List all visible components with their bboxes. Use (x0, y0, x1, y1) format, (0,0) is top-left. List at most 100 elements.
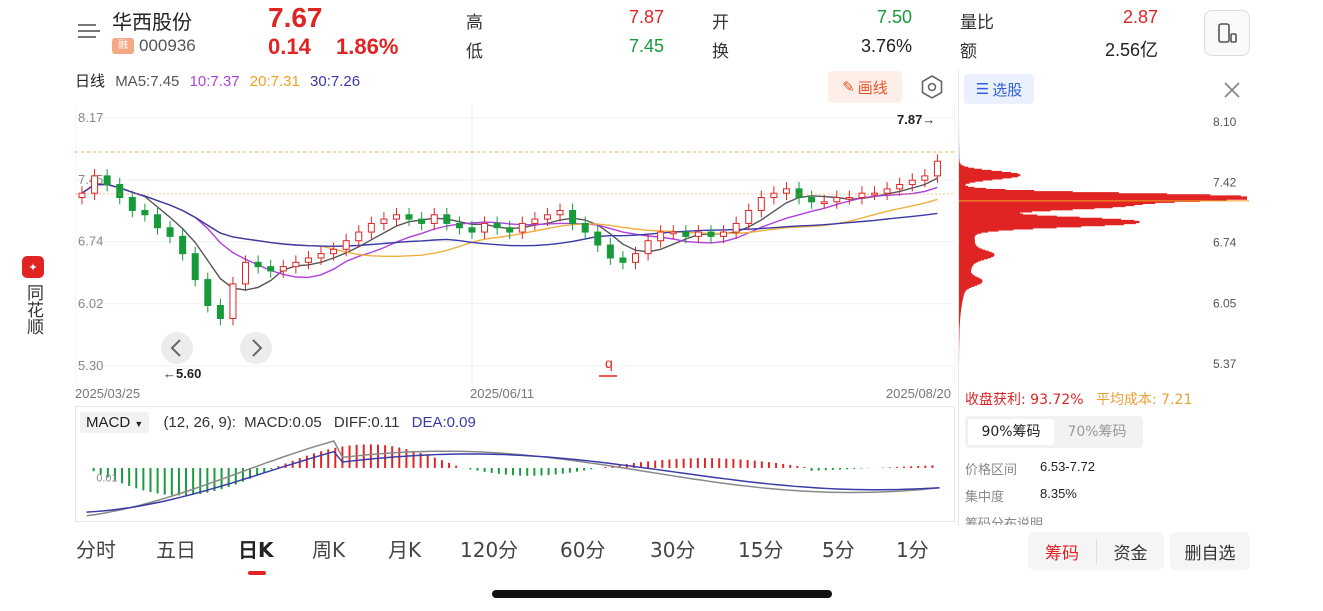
active-tab-indicator (248, 571, 266, 575)
candle (216, 305, 224, 319)
candle (569, 209, 577, 224)
macd-signal-line (86, 440, 940, 517)
draw-line-button[interactable]: ✎ 画线 (828, 71, 902, 103)
change-percent: 1.86% (336, 34, 399, 59)
candle (78, 192, 86, 198)
low-label: 低 (466, 42, 483, 62)
candle (795, 188, 803, 198)
candle (191, 253, 199, 281)
margin-badge: 融 (112, 38, 134, 54)
kline-date-axis: 2025/03/25 2025/06/11 2025/08/20 (75, 386, 955, 404)
tab-chip-70[interactable]: 70%筹码 (1067, 424, 1127, 440)
period-tab[interactable]: 30分 (650, 538, 696, 562)
remove-favorite-button[interactable]: 删自选 (1170, 532, 1250, 570)
dist-y-tick: 8.10 (1213, 115, 1237, 129)
period-tab[interactable]: 五日 (156, 538, 196, 562)
period-tab[interactable]: 5分 (822, 538, 855, 562)
caret-down-icon: ▼ (134, 419, 144, 429)
candle (317, 253, 325, 259)
last-price: 7.67 (268, 2, 323, 33)
period-tab[interactable]: 120分 (460, 538, 519, 562)
candle (179, 235, 187, 255)
candle (518, 222, 526, 233)
candle (606, 244, 614, 259)
dist-y-tick: 6.74 (1213, 236, 1237, 250)
candle (506, 227, 514, 233)
candle (858, 192, 866, 198)
chart-settings-icon[interactable] (918, 73, 946, 101)
brand-logo-icon: ✦ (22, 256, 44, 278)
candle (116, 184, 124, 198)
period-tab[interactable]: 15分 (738, 538, 784, 562)
candle (443, 214, 451, 224)
candle (833, 196, 841, 203)
average-cost: 平均成本: 7.21 (1096, 392, 1193, 408)
period-tab[interactable]: 日K (238, 538, 274, 562)
date-end: 2025/08/20 (885, 386, 951, 401)
scroll-right-button[interactable] (240, 332, 272, 364)
y-tick-label: 6.02 (78, 296, 103, 311)
fund-button[interactable]: 资金 (1096, 538, 1164, 564)
stock-pick-button[interactable]: ☰ 选股 (964, 74, 1034, 104)
stock-code: 000936 (139, 36, 196, 55)
candle (531, 218, 539, 224)
chip-distribution-chart: 8.10 7.42 6.74 6.05 5.37 (959, 115, 1249, 371)
dist-y-tick: 7.42 (1213, 175, 1237, 189)
amount-label: 额 (960, 42, 977, 62)
chip-explain-link[interactable]: 筹码分布说明 (965, 517, 1044, 525)
candle (644, 240, 652, 255)
candle (845, 196, 853, 200)
low-marker: ←5.60 (163, 366, 201, 381)
candle (229, 283, 237, 319)
stock-pick-label: 选股 (992, 80, 1023, 99)
period-tab[interactable]: 月K (388, 538, 422, 562)
candle (153, 214, 161, 229)
chip-button[interactable]: 筹码 (1045, 543, 1079, 564)
dist-y-tick: 6.05 (1213, 297, 1237, 311)
period-tab[interactable]: 周K (312, 538, 346, 562)
profit-row: 收盘获利: 93.72% 平均成本: 7.21 (965, 389, 1192, 409)
candle (455, 222, 463, 229)
candle (204, 279, 212, 307)
ma20-value: 20:7.31 (249, 73, 300, 90)
candle (254, 261, 262, 268)
open-value: 7.50 (876, 7, 912, 27)
kline-chart[interactable]: 8.177.456.746.025.30 7.87→ ←5.60 q (75, 104, 955, 384)
period-tab[interactable]: 分时 (76, 538, 116, 562)
layout-toggle-button[interactable] (1204, 10, 1250, 56)
period-tab[interactable]: 60分 (560, 538, 606, 562)
ma30-value: 30:7.26 (310, 73, 361, 90)
period-tab[interactable]: 1分 (896, 538, 929, 562)
candle (694, 231, 702, 237)
candle (619, 257, 627, 263)
candle (921, 175, 929, 181)
candle (91, 175, 99, 194)
menu-icon[interactable] (76, 18, 102, 44)
candle (128, 196, 136, 211)
scroll-left-button[interactable] (161, 332, 193, 364)
candle (392, 214, 400, 220)
candle (594, 231, 602, 246)
candle (380, 218, 388, 224)
high-label: 高 (466, 13, 483, 33)
turnover-value: 3.76% (860, 36, 912, 56)
reset-position-icon[interactable]: q (605, 355, 613, 371)
candle (103, 175, 111, 186)
macd-header: MACD ▼ (12, 26, 9): MACD:0.05 DIFF:0.11 … (80, 412, 476, 433)
concentration-label: 集中度 (965, 490, 1005, 505)
macd-selector[interactable]: MACD ▼ (80, 412, 150, 433)
candle (745, 209, 753, 224)
filter-list-icon: ☰ (975, 80, 990, 98)
chevron-left-icon (170, 339, 181, 357)
period-label: 日线 (75, 73, 106, 90)
low-value: 7.45 (628, 36, 664, 56)
candle (632, 253, 640, 263)
candle (292, 261, 300, 268)
close-icon[interactable] (1220, 78, 1244, 102)
macd-chart[interactable]: 0.01 (75, 406, 955, 522)
macd-value: MACD:0.05 (244, 414, 322, 431)
turnover-label: 换 (712, 42, 729, 62)
macd-signal-line (86, 450, 940, 513)
tab-chip-90[interactable]: 90%筹码 (968, 419, 1054, 445)
dea-value: DEA:0.09 (411, 414, 476, 431)
